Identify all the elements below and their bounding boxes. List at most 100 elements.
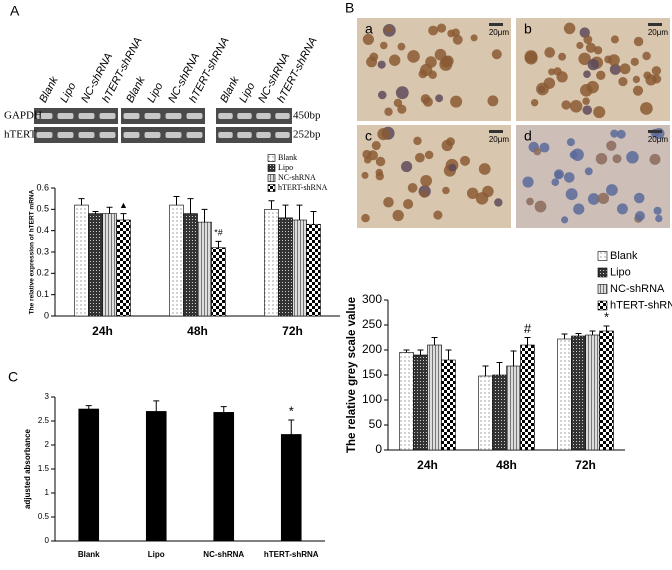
cell: [494, 198, 503, 207]
gel-band: [36, 113, 53, 119]
cell: [632, 75, 641, 84]
bar: [506, 365, 521, 451]
bar: [478, 375, 493, 451]
cell: [610, 35, 619, 44]
cell: [534, 200, 547, 213]
lane-label: Blank: [124, 74, 148, 104]
y-tick-label: 0.5: [38, 512, 50, 521]
bar: [557, 338, 572, 451]
cell: [392, 209, 404, 222]
bar: [306, 223, 321, 317]
cell: [460, 155, 471, 166]
y-tick-label: 200: [362, 342, 382, 356]
x-tick-label: 24h: [92, 324, 113, 338]
bar: [145, 411, 167, 542]
cell: [425, 56, 437, 68]
cell: [491, 49, 502, 60]
cell: [576, 41, 584, 50]
legend-label: Blank: [278, 153, 297, 162]
cell: [554, 171, 563, 179]
x-tick-label: Blank: [78, 550, 100, 559]
cell: [470, 34, 478, 42]
cell: [442, 186, 450, 195]
bar: [78, 408, 100, 542]
bar: [399, 352, 414, 451]
cell: [569, 99, 583, 113]
cell: [361, 171, 369, 179]
cell: [539, 142, 550, 153]
gel-band: [218, 113, 233, 119]
gel-band: [237, 132, 252, 138]
cell: [633, 192, 645, 204]
cell: [565, 188, 578, 201]
cell: [561, 100, 571, 110]
bar: [74, 204, 89, 317]
error-bar: [215, 240, 222, 248]
gel-band: [218, 132, 233, 138]
y-axis-label: The relative grey scale value: [346, 297, 358, 453]
gel-row-label: hTERT: [4, 129, 37, 141]
bar: [427, 344, 442, 451]
cell: [558, 52, 567, 61]
cell: [566, 138, 575, 147]
x-tick-label: Lipo: [148, 550, 165, 559]
gel-band: [144, 113, 161, 119]
cell: [530, 98, 539, 107]
cell: [619, 63, 631, 75]
cell: [630, 57, 639, 66]
gel-block: [34, 108, 118, 124]
gel-band: [99, 113, 116, 119]
legend-swatch: [267, 174, 276, 182]
error-bar: [92, 210, 99, 214]
error-bar: [187, 198, 194, 214]
bar: [169, 204, 184, 317]
gel-band: [144, 132, 161, 138]
cell: [593, 106, 606, 119]
cell: [441, 139, 453, 152]
bar: [213, 412, 235, 542]
cell: [595, 152, 608, 165]
bar: [211, 247, 226, 317]
cell: [407, 50, 420, 63]
y-tick-label: 3: [45, 392, 50, 401]
legend-label: hTERT-shRNA: [278, 183, 328, 192]
micrograph-label: c: [365, 128, 372, 144]
scale-label: 20μm: [648, 28, 669, 37]
gel-block: [216, 127, 292, 143]
gel-block: [121, 127, 205, 143]
cell: [586, 80, 599, 94]
panel-label: A: [10, 3, 20, 19]
gel-band: [36, 132, 53, 138]
gel-band: [275, 132, 290, 138]
bar: [571, 335, 586, 451]
y-tick-label: 0: [375, 442, 382, 456]
cell: [653, 206, 662, 215]
cell: [616, 129, 626, 139]
cell: [587, 58, 599, 71]
cell: [388, 54, 401, 66]
y-tick-label: 0.3: [36, 246, 49, 256]
error-bar: [496, 362, 503, 375]
cell: [548, 68, 556, 76]
error-bar: [282, 204, 289, 218]
lane-label: Blank: [37, 74, 61, 104]
cell: [383, 196, 394, 208]
micrograph-label: d: [524, 128, 532, 144]
cell: [618, 77, 628, 87]
cell: [649, 153, 661, 165]
y-tick-label: 1.5: [38, 464, 50, 473]
scale-label: 20μm: [648, 135, 669, 144]
bar: [264, 209, 279, 317]
cell: [526, 197, 534, 206]
cell: [371, 141, 381, 151]
error-bar: [561, 333, 568, 339]
error-bar: [220, 406, 227, 413]
cell: [536, 82, 549, 96]
panel-label: B: [345, 0, 354, 16]
bar: [280, 434, 302, 542]
gel-band: [78, 132, 95, 138]
cell: [569, 150, 578, 159]
cell: [369, 52, 379, 62]
y-tick-label: 1: [45, 488, 50, 497]
bar: [278, 217, 293, 317]
